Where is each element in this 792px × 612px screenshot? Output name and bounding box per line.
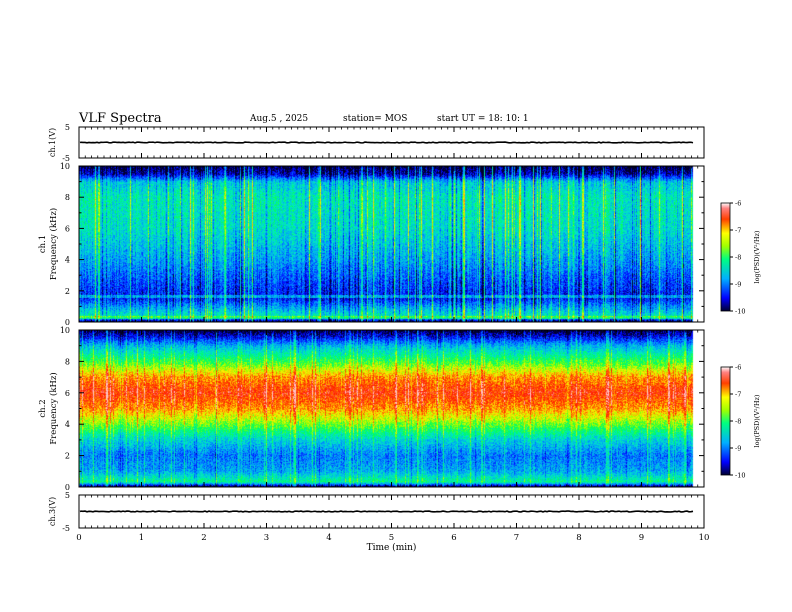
- colorbar-tick-label: -9: [735, 281, 741, 289]
- y-tick-label: -5: [62, 154, 70, 163]
- colorbar-tick-label: -6: [735, 200, 741, 208]
- y-tick-label: 5: [65, 123, 70, 132]
- colorbar-tick-label: -10: [735, 308, 745, 316]
- colorbar-tick-label: -7: [735, 227, 741, 235]
- y-tick-label: 0: [65, 483, 70, 492]
- colorbar-tick-label: -8: [735, 418, 741, 426]
- x-tick-label: 6: [451, 533, 456, 543]
- ch2-spectrogram-colorbar: [720, 366, 731, 476]
- ch3-waveform-trace: [79, 510, 694, 513]
- y-tick-label: 2: [65, 287, 70, 296]
- y-tick-label: 2: [65, 452, 70, 461]
- y-tick-label: 0: [65, 318, 70, 327]
- ch2-spectrogram-ylabel: Frequency (kHz): [48, 372, 59, 444]
- x-axis-label: Time (min): [367, 542, 417, 553]
- y-tick-label: 8: [65, 357, 70, 366]
- x-tick-label: 4: [326, 533, 331, 543]
- chart-title: VLF Spectra: [79, 111, 162, 126]
- y-tick-label: 4: [65, 420, 70, 429]
- ch1-waveform-trace: [79, 141, 694, 144]
- ch2-spectrogram-ylabel: ch.2: [38, 399, 48, 417]
- x-tick-label: 10: [699, 533, 710, 543]
- x-tick-label: 1: [139, 533, 144, 543]
- y-tick-label: 10: [60, 326, 70, 335]
- x-tick-label: 9: [639, 533, 644, 543]
- y-tick-label: 6: [65, 389, 70, 398]
- x-tick-label: 2: [201, 533, 206, 543]
- y-tick-label: -5: [62, 524, 70, 533]
- x-tick-label: 0: [76, 533, 81, 543]
- spectrogram-image-ch1: [79, 166, 704, 322]
- x-tick-label: 3: [264, 533, 269, 543]
- colorbar-tick-label: -6: [735, 364, 741, 372]
- ch1-spectrogram-colorbar-label: log(PSD)(V²/Hz): [753, 230, 761, 283]
- ch1-spectrogram-colorbar: [720, 202, 731, 312]
- x-tick-label: 5: [389, 533, 394, 543]
- start-ut-label: start UT = 18: 10: 1: [437, 114, 529, 124]
- y-tick-label: 10: [60, 162, 70, 171]
- y-tick-label: 6: [65, 224, 70, 233]
- y-tick-label: 4: [65, 256, 70, 265]
- ch3-waveform-ylabel: ch.3(V): [48, 497, 57, 526]
- y-tick-label: 5: [65, 491, 70, 500]
- colorbar-tick-label: -7: [735, 391, 741, 399]
- date-label: Aug.5 , 2025: [250, 114, 309, 124]
- station-label: station= MOS: [343, 114, 408, 124]
- spectrogram-image-ch2: [79, 330, 704, 487]
- x-tick-label: 7: [514, 533, 519, 543]
- colorbar-tick-label: -8: [735, 254, 741, 262]
- ch2-spectrogram-colorbar-label: log(PSD)(V²/Hz): [753, 394, 761, 447]
- y-tick-label: 8: [65, 193, 70, 202]
- x-tick-label: 8: [576, 533, 581, 543]
- spectrogram-layer: [79, 166, 704, 487]
- colorbar-tick-label: -10: [735, 472, 745, 480]
- colorbar-tick-label: -9: [735, 445, 741, 453]
- ch1-waveform-ylabel: ch.1(V): [48, 128, 57, 157]
- ch1-spectrogram-ylabel: ch.1: [38, 235, 48, 253]
- ch1-spectrogram-ylabel: Frequency (kHz): [48, 208, 59, 280]
